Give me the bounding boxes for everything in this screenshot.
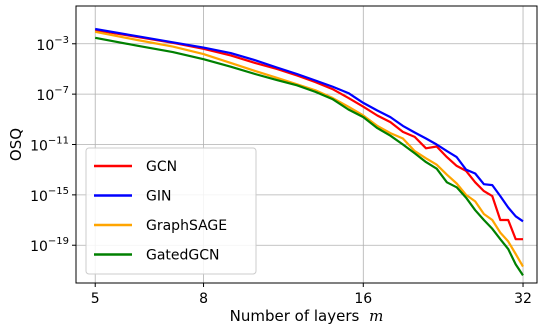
x-axis-ticks: 5 8 16 32 (91, 283, 532, 307)
legend-label-graphsage: GraphSAGE (146, 218, 227, 234)
y-tick-label: 10−19 (30, 236, 69, 255)
y-tick-label: 10−15 (30, 186, 69, 205)
legend-label-gcn: GCN (146, 159, 177, 175)
y-axis-label: OSQ (7, 128, 25, 161)
legend-label-gin: GIN (146, 189, 171, 205)
series-line-gcn (95, 29, 523, 241)
y-tick-label: 10−7 (36, 85, 69, 104)
x-axis-label: Number of layers m (230, 307, 384, 325)
series-line-gatedgcn (94, 36, 524, 277)
x-tick-label: 16 (354, 291, 372, 307)
x-axis-label-text: Number of layers (230, 307, 360, 325)
y-tick-label: 10−3 (36, 35, 69, 54)
x-tick-label: 8 (199, 291, 208, 307)
legend-box (85, 147, 257, 275)
legend: GCN GIN GraphSAGE GatedGCN (85, 147, 257, 275)
y-axis-ticks: 10−19 10−15 10−11 10−7 10−3 (30, 35, 76, 255)
series-line-graphsage (94, 30, 524, 268)
legend-label-gatedgcn: GatedGCN (146, 248, 220, 264)
series-line-gin (95, 27, 524, 223)
x-tick-label: 5 (91, 291, 100, 307)
x-axis-label-math: m (369, 307, 383, 325)
series-lines (94, 27, 524, 277)
x-tick-label: 32 (514, 291, 532, 307)
y-tick-label: 10−11 (30, 136, 69, 155)
